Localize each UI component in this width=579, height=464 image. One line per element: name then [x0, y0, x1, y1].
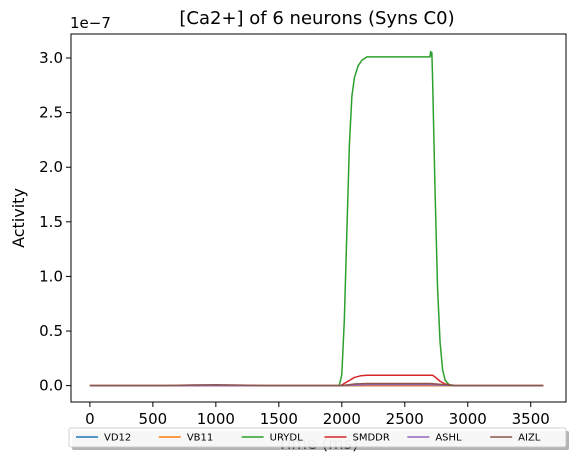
x-tick-label: 2000: [323, 410, 361, 428]
y-tick-label: 3.0: [39, 49, 63, 67]
series-line-smddr: [90, 375, 543, 385]
y-tick-label: 2.0: [39, 158, 63, 176]
legend-label: AIZL: [518, 433, 541, 444]
x-tick-label: 3500: [512, 410, 550, 428]
x-axis: 0 500 1000 1500 2000 2500 3000 3500: [85, 402, 550, 428]
legend-label: VD12: [104, 433, 131, 444]
y-tick-label: 2.5: [39, 104, 63, 122]
x-tick-label: 2500: [386, 410, 424, 428]
y-tick-label: 1.5: [39, 213, 63, 231]
x-tick-label: 3000: [449, 410, 487, 428]
series-line-urydl: [90, 51, 543, 385]
y-tick-label: 0.5: [39, 322, 63, 340]
series-line-aizl: [90, 383, 543, 385]
y-tick-label: 1.0: [39, 267, 63, 285]
legend: VD12 VB11 URYDL SMDDR ASHL AIZL: [69, 428, 569, 450]
y-axis-offset-label: 1e−7: [70, 14, 111, 32]
y-axis-title: Activity: [9, 188, 28, 248]
x-tick-label: 500: [139, 410, 168, 428]
x-tick-label: 0: [85, 410, 95, 428]
plot-frame: [71, 34, 566, 402]
series-layer: [90, 51, 543, 385]
plot-area: [90, 51, 543, 385]
x-tick-label: 1000: [197, 410, 235, 428]
y-axis: 0.0 0.5 1.0 1.5 2.0 2.5 3.0: [39, 49, 71, 395]
legend-label: ASHL: [435, 433, 462, 444]
chart-title: [Ca2+] of 6 neurons (Syns C0): [179, 8, 454, 29]
legend-label: URYDL: [270, 433, 303, 444]
x-tick-label: 1500: [260, 410, 298, 428]
y-tick-label: 0.0: [39, 377, 63, 395]
legend-label: SMDDR: [353, 433, 390, 444]
legend-label: VB11: [187, 433, 213, 444]
